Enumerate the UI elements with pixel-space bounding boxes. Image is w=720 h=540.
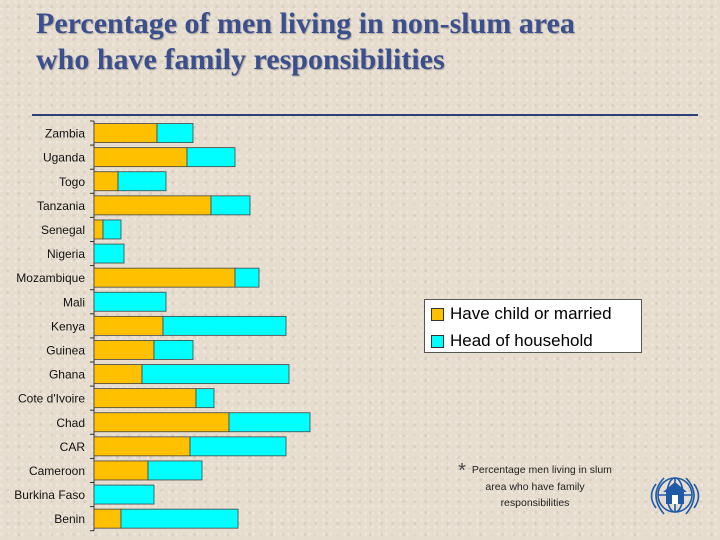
bar-series1-togo: [93, 171, 119, 192]
category-label: Uganda: [43, 151, 85, 165]
bar-series1-guinea: [93, 340, 155, 360]
bar-series2-ghana: [141, 364, 290, 384]
bar-series2-cote-d-ivoire: [195, 388, 215, 409]
bar-series1-tanzania: [93, 195, 212, 216]
bar-series2-chad: [228, 412, 311, 433]
chart-title: Percentage of men living in non-slum are…: [36, 6, 706, 78]
category-label: Burkina Faso: [14, 488, 85, 502]
bar-series2-burkina-faso: [93, 484, 155, 505]
bar-series1-cote-d-ivoire: [93, 388, 197, 409]
bar-series2-tanzania: [210, 195, 251, 216]
bar-series2-kenya: [162, 315, 287, 336]
bar-series1-ghana: [93, 364, 143, 384]
category-label: Cameroon: [29, 464, 85, 478]
footnote: * Percentage men living in slum area who …: [452, 460, 618, 511]
bar-series2-guinea: [153, 340, 194, 360]
bar-series2-benin: [120, 508, 239, 529]
legend-item-series2: Head of household: [431, 330, 593, 352]
bar-series2-senegal: [102, 219, 122, 240]
category-label: CAR: [60, 440, 86, 454]
bar-series1-chad: [93, 412, 230, 433]
bar-series2-zambia: [156, 123, 194, 143]
bar-series1-benin: [93, 508, 122, 529]
bar-series2-cameroon: [147, 460, 203, 481]
category-label: Tanzania: [37, 199, 85, 213]
category-label: Senegal: [41, 223, 85, 237]
category-label: Cote d'Ivoire: [18, 392, 85, 406]
bar-series2-mozambique: [234, 267, 260, 288]
bar-series1-kenya: [93, 315, 164, 336]
bar-series1-cameroon: [93, 460, 149, 481]
legend-label-series1: Have child or married: [450, 304, 612, 323]
category-label: Nigeria: [47, 247, 85, 261]
legend-swatch-series1: [431, 307, 444, 321]
bar-series2-mali: [93, 291, 167, 312]
bar-series2-uganda: [186, 147, 236, 168]
bar-series1-senegal: [93, 219, 104, 240]
bar-series1-zambia: [93, 123, 158, 143]
category-label: Chad: [56, 416, 85, 430]
category-label: Ghana: [49, 368, 85, 382]
bar-series2-nigeria: [93, 243, 125, 264]
bar-series2-car: [189, 436, 287, 457]
footnote-text: Percentage men living in slum area who h…: [471, 464, 612, 509]
legend-swatch-series2: [431, 334, 444, 348]
footnote-star: *: [458, 460, 466, 482]
bar-series1-mozambique: [93, 267, 236, 288]
chart-title-line1: Percentage of men living in non-slum are…: [36, 7, 575, 40]
bar-series2-togo: [117, 171, 167, 192]
category-label: Zambia: [45, 127, 85, 141]
category-label: Guinea: [46, 343, 85, 357]
un-habitat-emblem-icon: [650, 477, 700, 515]
category-label: Kenya: [51, 319, 85, 333]
chart-legend: Have child or married Head of household: [424, 299, 642, 353]
legend-item-series1: Have child or married: [431, 303, 612, 325]
chart-title-line2: who have family responsibilities: [36, 43, 445, 76]
bar-series1-car: [93, 436, 191, 457]
bar-series1-uganda: [93, 147, 188, 168]
category-label: Benin: [54, 512, 85, 526]
title-divider: [32, 114, 698, 116]
category-label: Mozambique: [16, 271, 85, 285]
legend-label-series2: Head of household: [450, 331, 593, 350]
category-label: Togo: [59, 175, 85, 189]
category-label: Mali: [63, 295, 85, 309]
